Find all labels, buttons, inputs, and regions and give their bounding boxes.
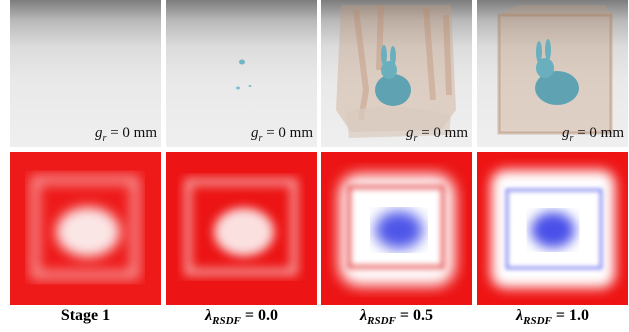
label-text: = 1.0: [556, 307, 589, 324]
label-text: = 0 mm: [266, 125, 313, 141]
heatmap: [321, 152, 472, 305]
label-text: r: [414, 133, 418, 144]
label-text: g: [251, 125, 259, 141]
render-panel: gr = 0 mm: [10, 0, 161, 147]
label-text: RSDF: [523, 315, 552, 327]
render-label: gr = 0 mm: [251, 125, 313, 144]
label-text: r: [259, 133, 263, 144]
caption: λRSDF = 0.0: [166, 307, 317, 327]
label-text: Stage 1: [61, 307, 110, 324]
label-text: g: [406, 125, 414, 141]
label-text: = 0.0: [245, 307, 278, 324]
label-text: r: [570, 133, 574, 144]
heatmap: [477, 152, 628, 305]
label-text: RSDF: [212, 315, 241, 327]
figure: gr = 0 mm gr = 0 mm gr = 0 mm: [0, 0, 629, 332]
label-text: g: [95, 125, 103, 141]
label-text: r: [103, 133, 107, 144]
render-label: gr = 0 mm: [406, 125, 468, 144]
label-text: = 0.5: [400, 307, 433, 324]
label-text: = 0 mm: [577, 125, 624, 141]
caption: Stage 1: [10, 307, 161, 325]
caption: λRSDF = 1.0: [477, 307, 628, 327]
heatmap: [166, 152, 317, 305]
label-text: g: [562, 125, 570, 141]
render-panel: gr = 0 mm: [321, 0, 472, 147]
render-label: gr = 0 mm: [95, 125, 157, 144]
label-text: = 0 mm: [421, 125, 468, 141]
label-text: = 0 mm: [110, 125, 157, 141]
render-panel: gr = 0 mm: [166, 0, 317, 147]
label-text: RSDF: [367, 315, 396, 327]
heatmap: [10, 152, 161, 305]
render-label: gr = 0 mm: [562, 125, 624, 144]
render-panel: gr = 0 mm: [477, 0, 628, 147]
caption: λRSDF = 0.5: [321, 307, 472, 327]
